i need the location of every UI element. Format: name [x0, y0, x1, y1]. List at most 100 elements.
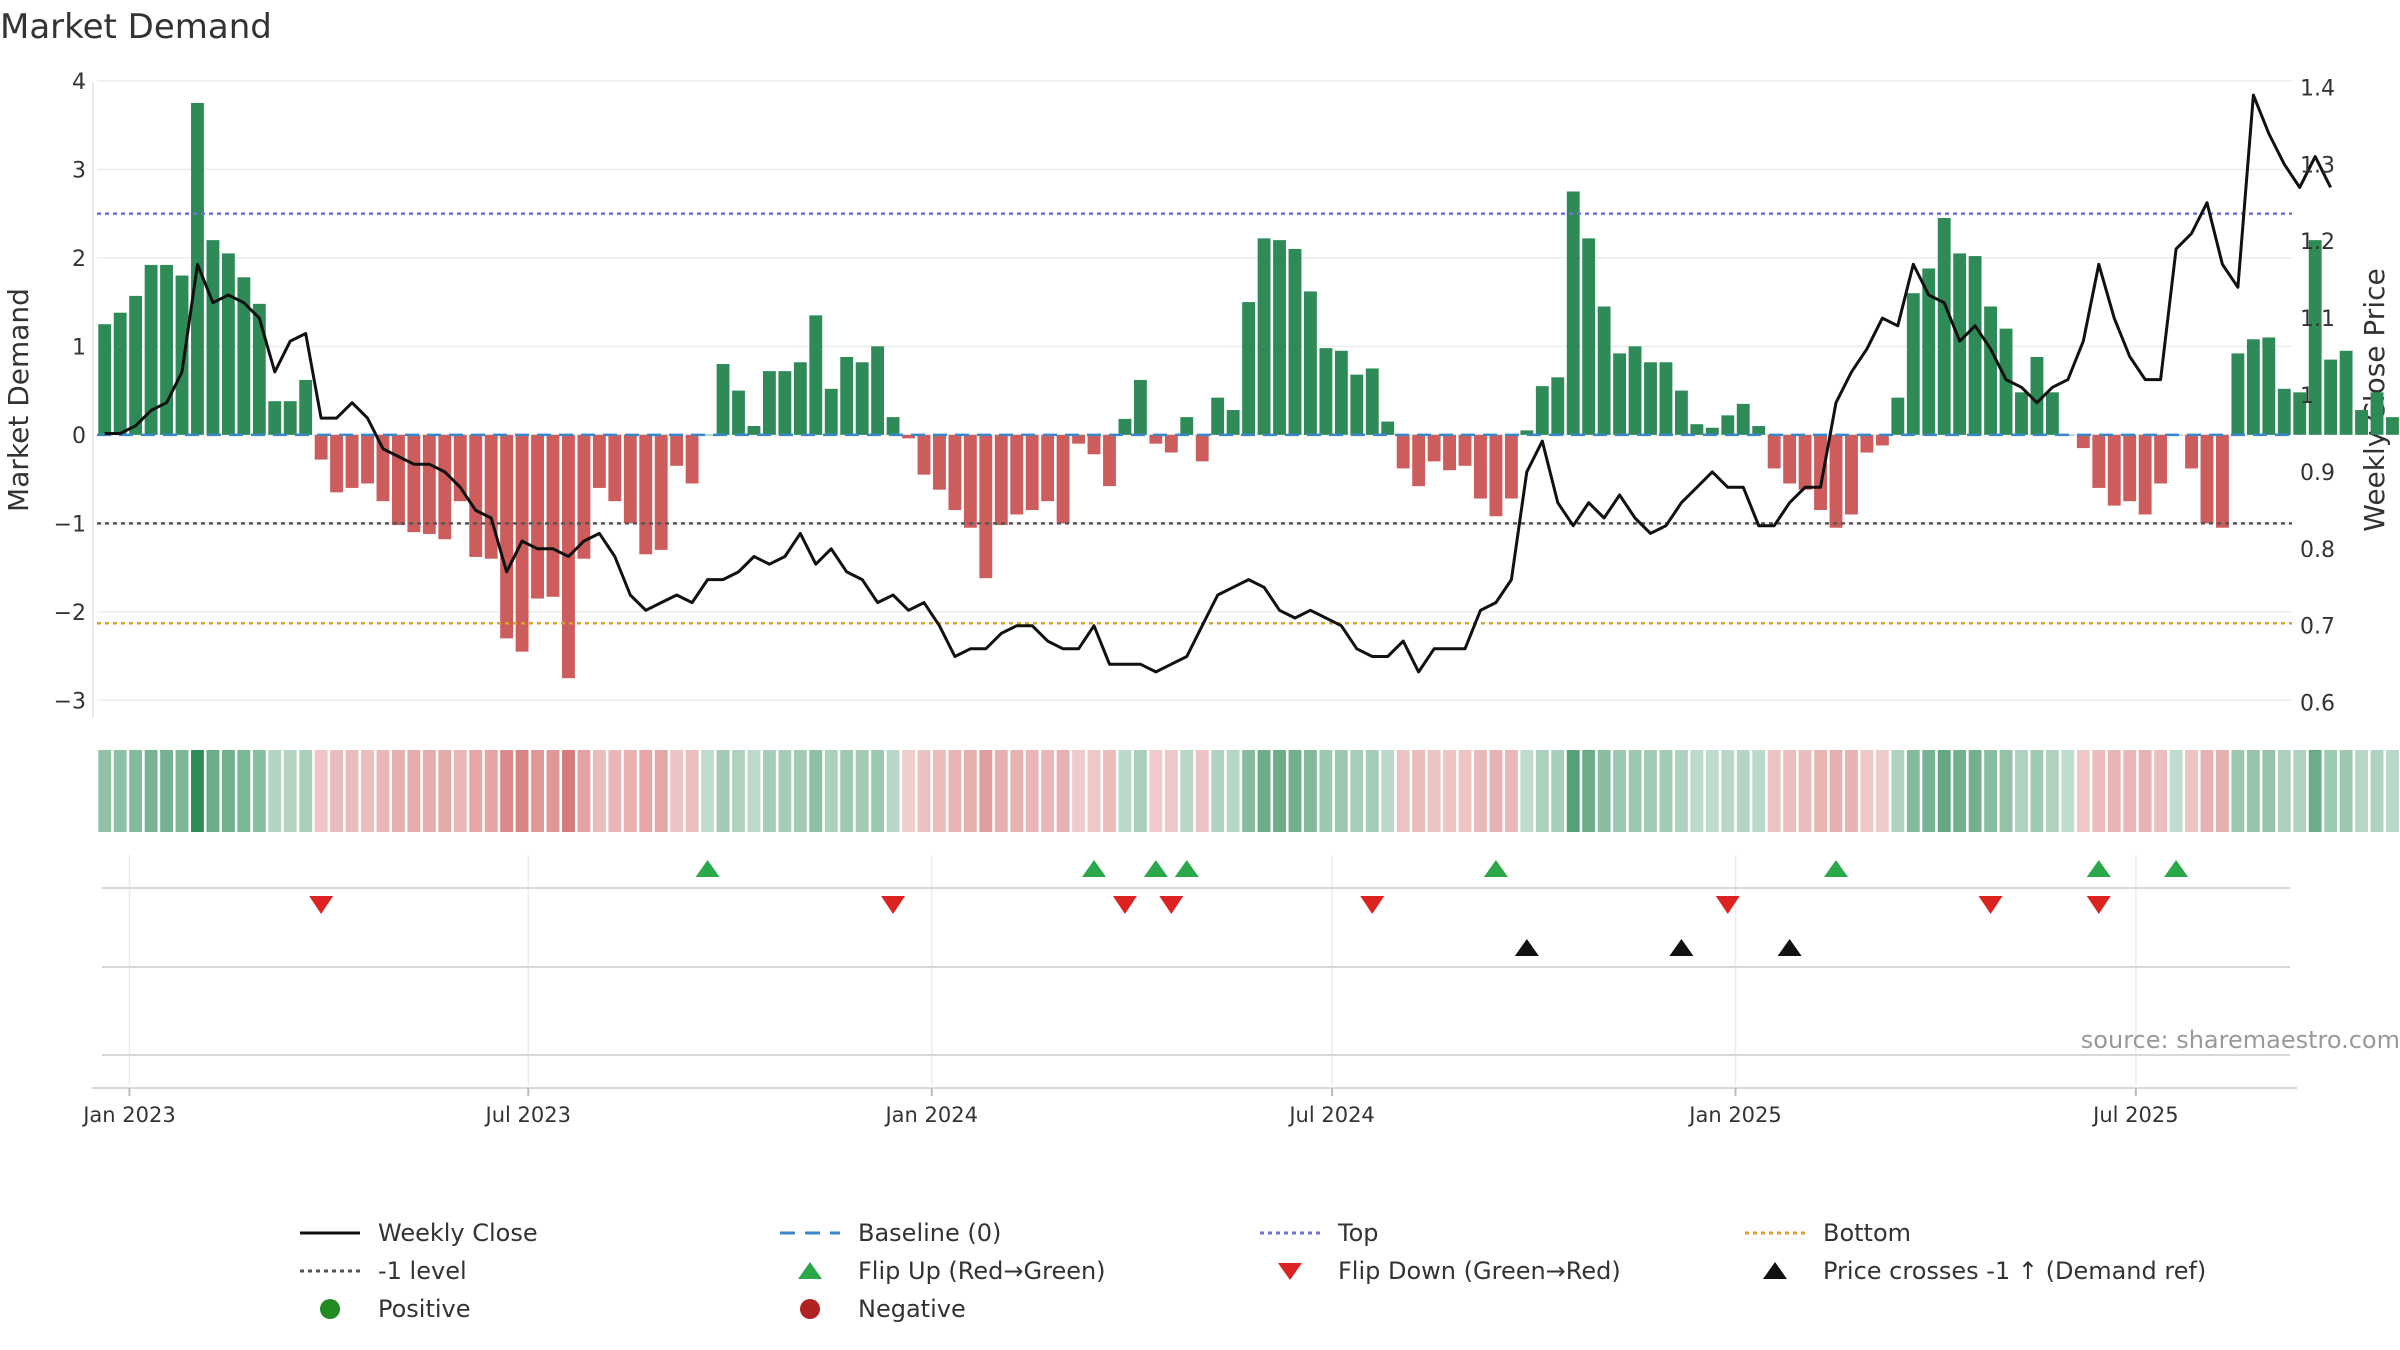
heat-cell — [469, 750, 483, 832]
heat-cell — [1644, 750, 1657, 832]
legend-item: Positive — [300, 1291, 471, 1327]
heat-cell — [1674, 750, 1688, 832]
heat-cell — [933, 750, 946, 832]
flip-up-marker — [1483, 860, 1508, 877]
demand-bar — [1365, 368, 1379, 435]
demand-bar — [592, 434, 606, 488]
demand-bar — [2092, 434, 2106, 488]
heat-cell — [1010, 750, 1024, 832]
demand-bar — [2045, 392, 2059, 435]
heat-cell — [1566, 750, 1580, 832]
demand-bar — [531, 434, 544, 599]
demand-bar — [453, 434, 467, 502]
demand-bar — [1164, 434, 1178, 453]
heat-cell — [1628, 750, 1642, 832]
y-axis-ticks: 4 3 2 1 0 −1 −2 −3 — [54, 70, 86, 714]
heat-cell — [129, 750, 143, 832]
date-tick-label: Jan 2023 — [81, 1103, 176, 1127]
demand-bar — [1504, 434, 1518, 499]
y2-tick-label: 1.3 — [2300, 153, 2335, 178]
flip-up-marker — [1143, 860, 1168, 877]
demand-bar — [1953, 253, 1967, 435]
demand-bar — [1103, 434, 1116, 487]
heat-cell — [1365, 750, 1379, 832]
demand-bar — [2246, 339, 2260, 435]
demand-bar — [2138, 434, 2152, 515]
heat-cell — [1845, 750, 1858, 832]
heat-cell — [2015, 750, 2028, 832]
heat-cell — [1103, 750, 1116, 832]
demand-bar — [422, 434, 436, 534]
tri-down-legend-icon — [1278, 1263, 1302, 1280]
flip-up-marker — [2086, 860, 2111, 877]
demand-bar — [1087, 434, 1101, 455]
heat-cell — [1875, 750, 1889, 832]
heat-cell — [2231, 750, 2245, 832]
heat-cell — [2386, 750, 2399, 832]
heat-cell — [1953, 750, 1967, 832]
heat-cell — [1798, 750, 1812, 832]
demand-bar — [129, 295, 143, 435]
demand-bar — [1875, 434, 1889, 446]
heat-cell — [1427, 750, 1441, 832]
demand-bar — [2277, 388, 2291, 435]
date-tick-label: Jan 2025 — [1687, 1103, 1782, 1127]
heat-cell — [979, 750, 993, 832]
heat-cell — [1520, 750, 1534, 832]
heat-cell — [1752, 750, 1766, 832]
heat-cell — [2200, 750, 2214, 832]
demand-bar — [1860, 434, 1874, 453]
demand-bar — [160, 264, 173, 435]
heat-cell — [1721, 750, 1735, 832]
heat-cell — [1906, 750, 1920, 832]
heat-cell — [1025, 750, 1039, 832]
heat-cell — [1056, 750, 1070, 832]
demand-bar — [283, 401, 297, 435]
heat-cell — [1783, 750, 1797, 832]
demand-bar — [979, 434, 993, 579]
demand-bar — [1968, 256, 1982, 435]
demand-bar — [2200, 434, 2214, 524]
date-tick-label: Jul 2024 — [1287, 1103, 1374, 1127]
demand-bar — [1984, 306, 1998, 435]
demand-bar — [299, 379, 313, 435]
demand-bar — [902, 434, 915, 439]
legend-label: Flip Down (Green→Red) — [1338, 1257, 1621, 1285]
demand-bar — [732, 390, 745, 435]
legend-item: -1 level — [300, 1253, 467, 1289]
flip-down-marker — [1112, 896, 1137, 914]
heat-cell — [1597, 750, 1611, 832]
demand-bar — [1551, 377, 1565, 435]
heat-cell — [330, 750, 344, 832]
heat-cell — [1180, 750, 1194, 832]
heat-cell — [902, 750, 915, 832]
heat-cell — [2370, 750, 2384, 832]
demand-bar — [391, 434, 405, 526]
heat-cell — [144, 750, 158, 832]
heat-cell — [1489, 750, 1503, 832]
line-legend-icon — [300, 1231, 360, 1235]
legend-item: Weekly Close — [300, 1215, 538, 1251]
demand-bar — [1474, 434, 1487, 499]
y-tick-label: 1 — [72, 335, 86, 360]
heat-cell — [345, 750, 359, 832]
circle-legend-icon — [800, 1299, 820, 1319]
demand-bar — [376, 434, 390, 502]
heat-cell — [1149, 750, 1163, 832]
demand-bar — [963, 434, 977, 528]
demand-bar — [345, 434, 359, 488]
legend-label: Baseline (0) — [858, 1219, 1002, 1247]
demand-bar — [1133, 379, 1147, 435]
demand-bar — [1597, 306, 1611, 435]
heat-cell — [732, 750, 745, 832]
heat-cell — [1304, 750, 1317, 832]
demand-bar — [747, 425, 761, 435]
heat-cell — [1814, 750, 1827, 832]
demand-bar — [871, 346, 885, 435]
demand-bar — [252, 303, 266, 435]
demand-bar — [1458, 434, 1472, 466]
heat-cell — [314, 750, 328, 832]
legend-item: Flip Up (Red→Green) — [780, 1253, 1106, 1289]
demand-bar — [98, 324, 112, 435]
y2-tick-label: 0.7 — [2300, 615, 2335, 640]
